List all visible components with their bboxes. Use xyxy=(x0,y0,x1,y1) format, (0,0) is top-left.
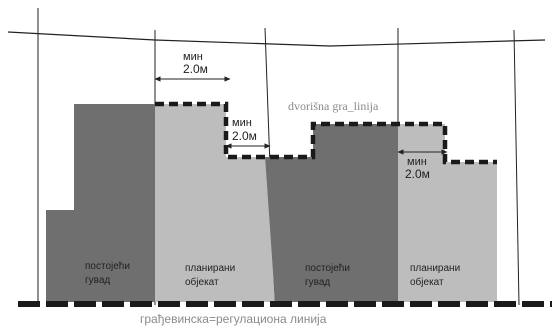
setback-dashed-outline xyxy=(155,101,497,165)
dimension-label-line1: мин xyxy=(407,156,427,168)
dimension-label-line1: мин xyxy=(183,51,203,63)
top-boundary-line xyxy=(7,31,546,47)
block-label: објекат xyxy=(410,276,444,288)
rear-boundary-label: dvorišna gra_linija xyxy=(288,99,379,113)
block-existing-1 xyxy=(46,104,155,302)
block-planned-2 xyxy=(398,124,497,302)
block-label: објекат xyxy=(185,276,219,288)
block-label: гувад xyxy=(305,277,330,288)
block-label: постојећи xyxy=(305,263,350,274)
block-existing-2 xyxy=(265,124,398,302)
block-label: планирани xyxy=(185,263,235,274)
dimension-label-line2: 2.0м xyxy=(183,62,208,76)
dimension-label-line2: 2.0м xyxy=(232,129,257,143)
regulation-line-label: грађевинска=регулациона линија xyxy=(140,312,327,326)
block-planned-1 xyxy=(155,104,275,302)
plot-line xyxy=(513,29,520,306)
dimension-label-line2: 2.0м xyxy=(405,167,430,181)
dimension-label-line1: мин xyxy=(232,117,252,129)
block-label: планирани xyxy=(410,263,460,274)
block-label: постојећи xyxy=(85,261,130,272)
block-label: гувад xyxy=(85,275,110,286)
